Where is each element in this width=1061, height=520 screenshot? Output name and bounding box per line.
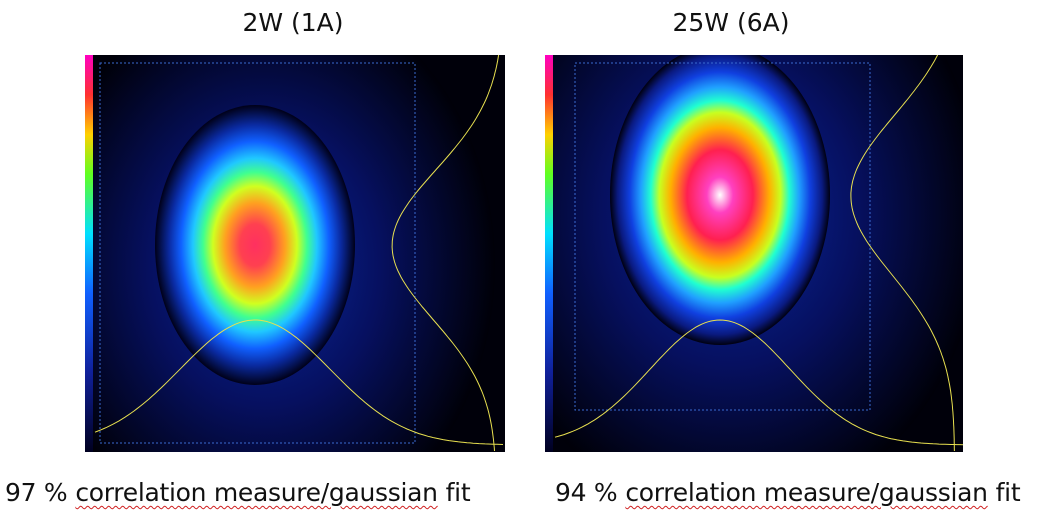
profile-curve bbox=[554, 319, 963, 446]
profile-curve bbox=[850, 55, 955, 452]
colorbar bbox=[545, 55, 553, 452]
beam-profile bbox=[85, 55, 505, 452]
caption-text: fit bbox=[445, 478, 471, 507]
beam-spot bbox=[610, 55, 830, 345]
roi-box bbox=[574, 62, 871, 411]
caption-text: correlation measure/gaussian bbox=[75, 478, 438, 507]
panel-title: 2W (1A) bbox=[242, 8, 344, 37]
caption-number: 97 % bbox=[5, 478, 68, 507]
profile-curve bbox=[391, 55, 500, 452]
colorbar bbox=[85, 55, 93, 452]
roi-box bbox=[99, 62, 416, 444]
panel-title: 25W (6A) bbox=[672, 8, 790, 37]
beam-profile bbox=[545, 55, 963, 452]
caption: 94 % correlation measure/gaussian fit bbox=[555, 478, 1021, 507]
caption-number: 94 % bbox=[555, 478, 618, 507]
beam-spot bbox=[155, 105, 355, 385]
caption: 97 % correlation measure/gaussian fit bbox=[5, 478, 471, 507]
caption-text: correlation measure/gaussian bbox=[625, 478, 988, 507]
profile-curve bbox=[94, 319, 504, 445]
caption-text: fit bbox=[995, 478, 1021, 507]
